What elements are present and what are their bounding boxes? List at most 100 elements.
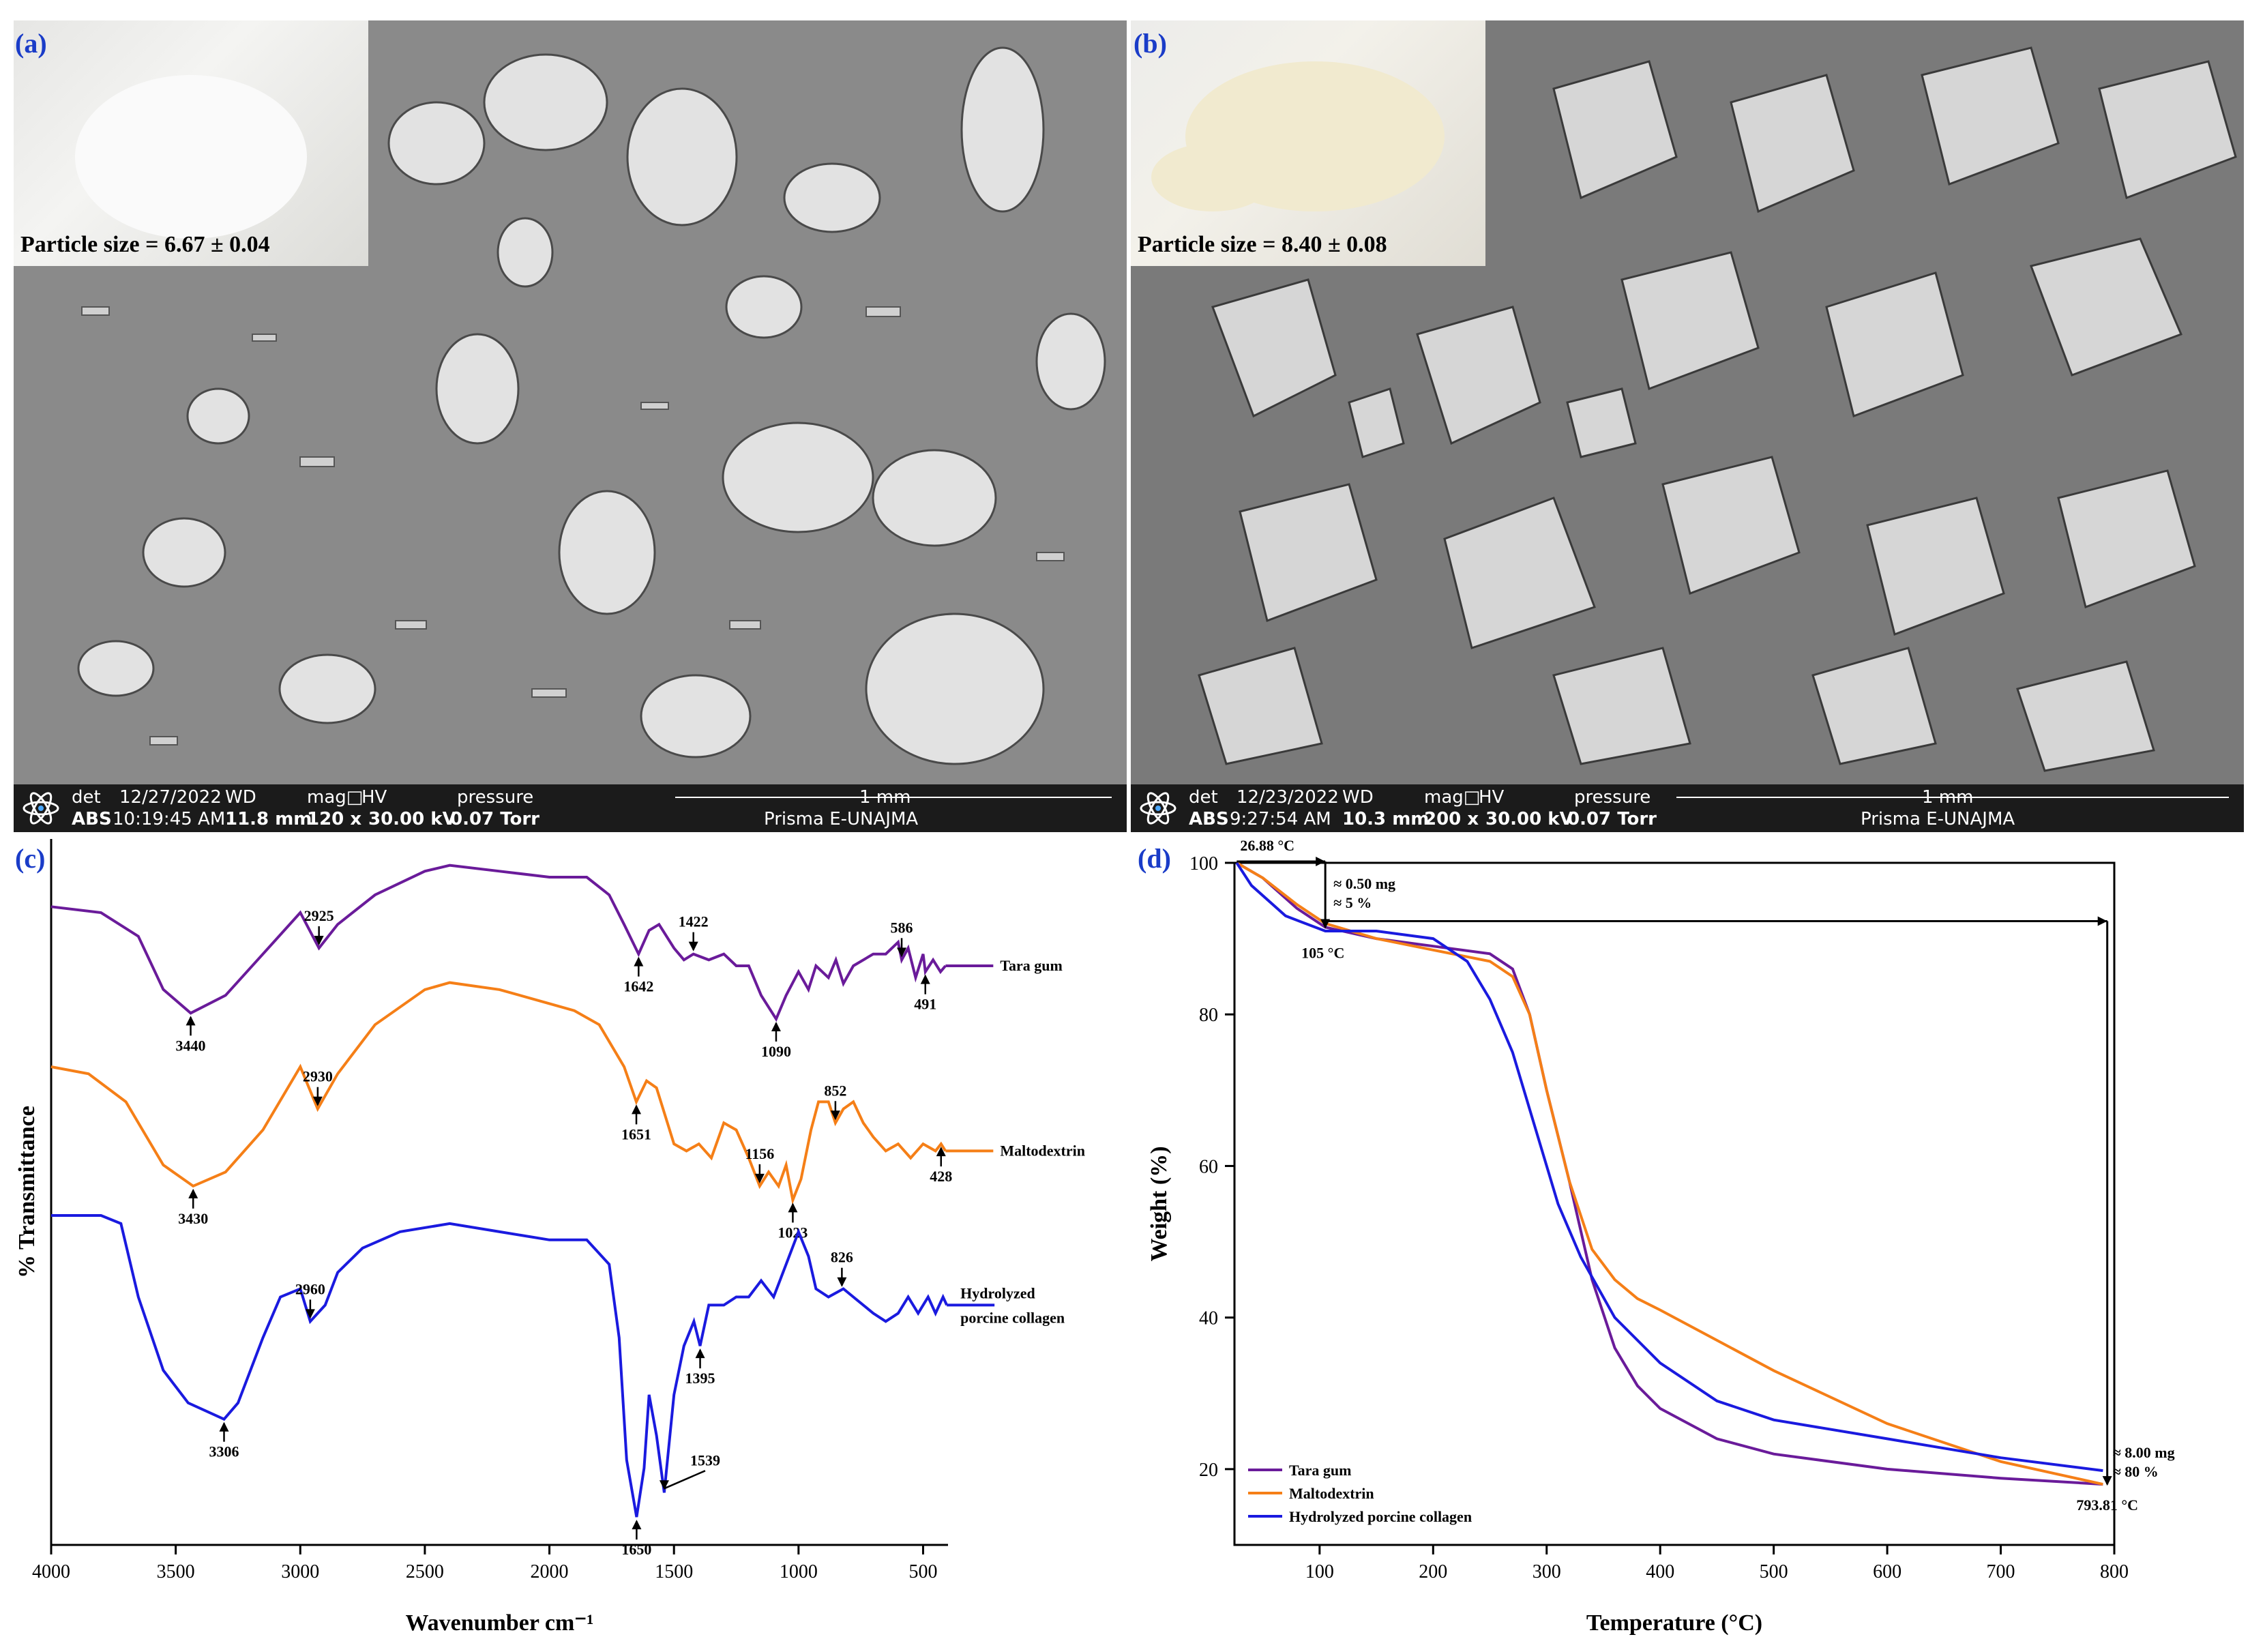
sem-image-b: Particle size = 8.40 ± 0.08 det 12/23/20… [1131,20,2244,832]
y-tick-label: 80 [1199,1005,1218,1026]
peak-label: 428 [930,1168,952,1185]
y-axis-label: Weight (%) [1146,1146,1172,1261]
legend-label: Tara gum [1000,957,1062,974]
annotation-105: 105 °C [1301,944,1344,961]
peak-arrowhead [936,1147,946,1157]
det-value: ABS [72,809,112,829]
peak-arrowhead [897,947,907,958]
series-line-maltodextrin [1236,861,2103,1486]
x-tick-label: 4000 [32,1561,70,1582]
x-tick-label: 2500 [406,1561,444,1582]
peak-label: 586 [891,919,913,936]
annotation-arrowhead [1316,857,1326,866]
peak-arrowhead [305,1309,315,1319]
scale-bar [675,797,1112,798]
annotation-arrowhead [2102,1476,2112,1486]
peak-arrowhead [920,974,930,984]
hv-label: HV [361,787,387,808]
date-value: 12/23/2022 [1237,787,1339,808]
wd-label: WD [1342,787,1374,808]
peak-arrowhead [837,1277,847,1287]
plot-frame [1233,861,2116,1546]
peak-arrowhead [659,1480,669,1490]
mag-value: 200 x [1424,809,1479,829]
x-tick-label: 2000 [531,1561,569,1582]
mag-value: 120 x [307,809,362,829]
peak-arrowhead [188,1188,198,1198]
wd-label: WD [225,787,256,808]
scale-label: 1 mm [1922,787,1974,808]
x-tick-label: 800 [2100,1561,2129,1582]
peak-label: 491 [914,996,936,1013]
annotation-percent-loss-1: ≈ 5 % [1333,894,1372,911]
peak-label: 1650 [621,1541,651,1558]
peak-arrowhead [219,1421,229,1432]
peak-arrowhead [632,1520,642,1530]
particle-size-caption-a: Particle size = 6.67 ± 0.04 [20,232,270,257]
sem-image-a: Particle size = 6.67 ± 0.04 det 12/27/20… [14,20,1127,832]
x-axis-label: Temperature (°C) [1586,1610,1762,1636]
peak-arrowhead [688,941,698,952]
peak-arrowhead [695,1348,705,1359]
peak-arrowhead [788,1203,798,1213]
series-line-maltodextrin [50,981,947,1205]
peak-label: 826 [831,1249,853,1266]
panel-label-a: (a) [15,28,47,59]
panel-label-b: (b) [1134,28,1167,59]
legend-label: Hydrolyzed porcine collagen [1289,1508,1472,1525]
annotation-mass-loss-2: ≈ 8.00 mg [2113,1444,2175,1461]
x-axis-label: Wavenumber cm⁻¹ [406,1610,594,1636]
det-label: det [1189,787,1218,808]
series-line-tara-gum [50,864,947,1022]
det-label: det [72,787,101,808]
photo-inset-a: Particle size = 6.67 ± 0.04 [14,20,368,266]
panel-label-c: (c) [15,843,46,874]
series-line-hydrolyzed-porcine-collagen [51,1214,949,1518]
sem-particles-b [1198,46,2237,772]
ftir-chart: 4000 3500 3000 2500 2000 1500 1000 500 Wavenumbe… [14,839,1085,1636]
peak-label: 3306 [209,1443,239,1460]
time-value: 10:19:45 AM [113,809,226,829]
x-tick-label: 1000 [780,1561,818,1582]
wd-value: 10.3 mm [1342,809,1430,829]
peak-arrowhead [754,1173,765,1183]
peak-label: 3430 [178,1210,208,1227]
legend-label: Maltodextrin [1000,1142,1085,1159]
hv-value: 30.00 kV [1485,809,1573,829]
tga-chart: 100 200 300 400 500 600 700 800 20 40 60 80 100 Tempe… [1146,837,2175,1636]
sem-particles-a [77,46,1106,765]
peak-label: 1395 [685,1370,715,1387]
hv-label: HV [1479,787,1505,808]
peak-arrowhead [632,1104,642,1115]
peak-arrowhead [314,936,324,945]
atom-logo-icon [23,792,59,825]
instrument-label: Prisma E-UNAJMA [1861,809,2015,829]
peak-label: 1651 [621,1125,651,1142]
peak-label: 2930 [303,1068,333,1085]
time-value: 9:27:54 AM [1230,809,1331,829]
x-tick-label: 300 [1533,1561,1561,1582]
legend-label: Maltodextrin [1289,1485,1374,1502]
pressure-label: pressure [1574,787,1651,808]
series-line-tara-gum [1236,861,2103,1486]
scale-bar [1676,797,2229,798]
y-tick-label: 40 [1199,1308,1218,1329]
photo-inset-b: Particle size = 8.40 ± 0.08 [1131,20,1485,266]
x-tick-label: 700 [1987,1561,2015,1582]
peak-arrowhead [634,956,644,967]
peak-arrowhead [830,1110,840,1121]
x-tick-label: 200 [1419,1561,1447,1582]
annotation-mass-loss-1: ≈ 0.50 mg [1333,875,1395,892]
pressure-value: 0.07 Torr [1567,809,1657,829]
peak-label: 2925 [304,907,334,924]
sem-databar-a: det 12/27/2022 WD mag□ HV pressure ABS 1… [14,784,1127,832]
atom-logo-icon [1140,792,1176,825]
pressure-value: 0.07 Torr [450,809,539,829]
x-tick-label: 100 [1305,1561,1334,1582]
x-tick-label: 3500 [157,1561,195,1582]
peak-label: 1642 [623,978,653,995]
sem-databar-b: det 12/23/2022 WD mag□ HV pressure ABS 9… [1131,784,2244,832]
y-tick-label: 60 [1199,1156,1218,1177]
peak-label: 1023 [778,1224,808,1241]
instrument-label: Prisma E-UNAJMA [764,809,919,829]
